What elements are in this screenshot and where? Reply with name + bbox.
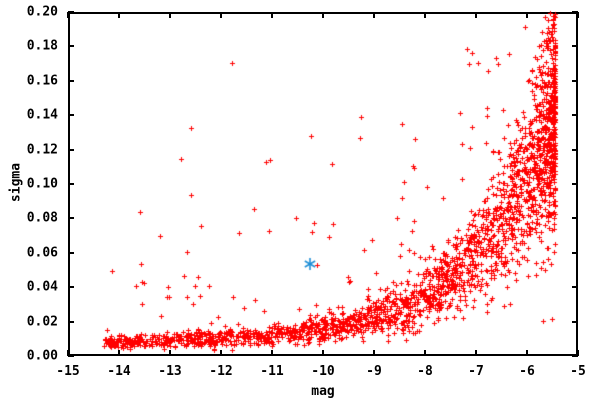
x-tick-label: -5 (570, 364, 586, 379)
y-tick-0.10 (68, 183, 74, 185)
y-tick-label: 0.20 (26, 4, 58, 20)
x-tick-label: -14 (107, 364, 131, 379)
y-tick-0.18 (572, 45, 578, 48)
y-axis-label: sigma (8, 162, 24, 203)
y-tick-0.12 (68, 148, 74, 151)
x-tick--10 (322, 12, 324, 18)
y-tick-label: 0.02 (26, 314, 58, 330)
y-tick-label: 0.16 (26, 73, 58, 89)
y-tick-label: 0.12 (26, 142, 58, 158)
y-tick-label: 0.04 (26, 279, 58, 295)
y-tick-0.08 (572, 217, 578, 220)
x-tick-label: -15 (56, 364, 80, 379)
x-tick--12 (220, 12, 222, 18)
y-tick-0.02 (572, 320, 578, 323)
y-tick-0.02 (68, 320, 74, 323)
x-tick--13 (169, 12, 171, 18)
y-tick-0.00 (68, 355, 74, 357)
y-tick-0.16 (68, 79, 74, 82)
x-tick-label: -7 (468, 364, 484, 379)
y-tick-0.18 (68, 45, 74, 48)
x-tick--11 (271, 12, 273, 18)
y-tick-0.16 (572, 79, 578, 82)
x-tick--6 (526, 350, 528, 356)
y-tick-0.04 (68, 286, 74, 289)
y-tick-0.14 (68, 114, 74, 117)
x-tick--8 (424, 12, 426, 18)
x-tick--6 (526, 12, 528, 18)
y-tick-0.14 (572, 114, 578, 117)
x-tick--8 (424, 350, 426, 356)
x-tick--15 (67, 350, 69, 356)
x-tick--11 (271, 350, 273, 356)
y-tick-0.12 (572, 148, 578, 151)
y-tick-label: 0.06 (26, 245, 58, 261)
x-tick--14 (118, 350, 120, 356)
x-tick--5 (577, 12, 579, 18)
x-tick-label: -8 (417, 364, 433, 379)
y-tick-0.04 (572, 286, 578, 289)
x-tick-label: -13 (158, 364, 182, 379)
y-tick-label: 0.18 (26, 38, 58, 54)
y-tick-label: 0.00 (26, 348, 58, 364)
x-tick--9 (373, 12, 375, 18)
y-tick-label: 0.14 (26, 107, 58, 123)
x-axis-label: mag (311, 384, 335, 399)
x-tick--9 (373, 350, 375, 356)
x-tick--15 (67, 12, 69, 18)
x-tick--12 (220, 350, 222, 356)
y-tick-0.08 (68, 217, 74, 220)
y-tick-0.06 (68, 251, 74, 254)
x-tick--7 (475, 350, 477, 356)
x-tick--13 (169, 350, 171, 356)
y-tick-label: 0.10 (26, 176, 58, 192)
y-tick-0.06 (572, 251, 578, 254)
y-tick-0.10 (572, 183, 578, 185)
x-tick-label: -10 (311, 364, 335, 379)
y-tick-0.20 (68, 11, 74, 13)
y-tick-0.20 (572, 11, 578, 13)
x-tick--5 (577, 350, 579, 356)
x-tick-label: -6 (519, 364, 535, 379)
x-tick-label: -9 (366, 364, 382, 379)
x-tick--10 (322, 350, 324, 356)
x-tick-label: -12 (209, 364, 233, 379)
x-tick--7 (475, 12, 477, 18)
y-tick-label: 0.08 (26, 210, 58, 226)
x-tick--14 (118, 12, 120, 18)
x-tick-label: -11 (260, 364, 284, 379)
y-tick-0.00 (572, 355, 578, 357)
